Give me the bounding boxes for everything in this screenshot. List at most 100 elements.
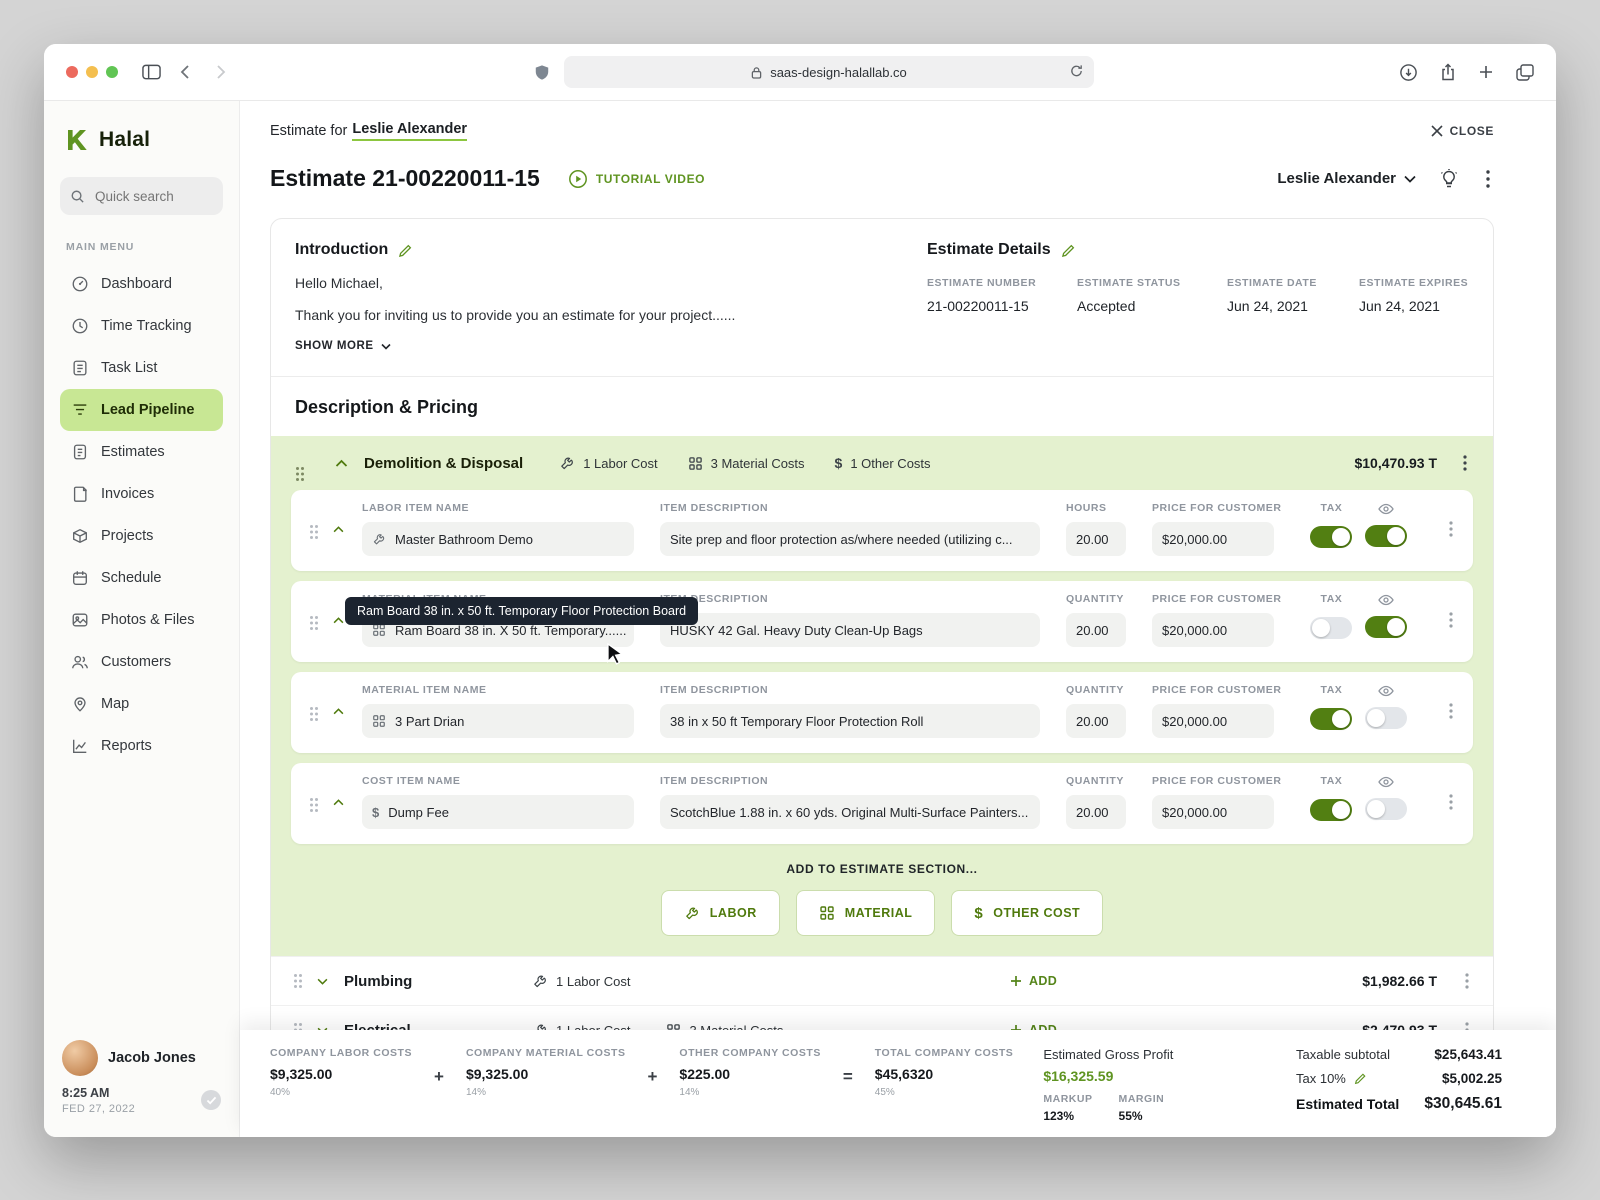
collapse-row-chevron[interactable]: [333, 526, 344, 533]
item-name-field[interactable]: 3 Part Drian: [362, 704, 634, 738]
item-description-field[interactable]: HUSKY 42 Gal. Heavy Duty Clean-Up Bags: [660, 613, 1040, 647]
sidebar-item-estimates[interactable]: Estimates: [60, 431, 223, 473]
item-description-field[interactable]: 38 in x 50 ft Temporary Floor Protection…: [660, 704, 1040, 738]
item-description-field[interactable]: Site prep and floor protection as/where …: [660, 522, 1040, 556]
privacy-shield-icon[interactable]: [534, 64, 550, 81]
edit-tax-icon[interactable]: [1354, 1072, 1367, 1085]
sidebar-item-projects[interactable]: Projects: [60, 515, 223, 557]
field-label: QUANTITY: [1066, 593, 1126, 605]
total-company-costs: TOTAL COMPANY COSTS $45,6320 45%: [875, 1047, 1014, 1098]
item-name-value: 3 Part Drian: [395, 714, 464, 729]
app-logo[interactable]: Halal: [60, 127, 223, 153]
sidebar-item-time-tracking[interactable]: Time Tracking: [60, 305, 223, 347]
collapse-row-chevron[interactable]: [333, 799, 344, 806]
sidebar-item-customers[interactable]: Customers: [60, 641, 223, 683]
page-kebab-menu[interactable]: [1482, 166, 1494, 192]
footer-label: COMPANY MATERIAL COSTS: [466, 1047, 626, 1059]
quantity-field[interactable]: 20.00: [1066, 704, 1126, 738]
drag-handle-icon[interactable]: [309, 524, 319, 540]
minimize-window-button[interactable]: [86, 66, 98, 78]
price-field[interactable]: $20,000.00: [1152, 795, 1274, 829]
invoice-icon: [71, 485, 89, 503]
quantity-field[interactable]: 20.00: [1066, 795, 1126, 829]
row-kebab-menu[interactable]: [1445, 517, 1457, 541]
section-kebab-menu[interactable]: [1459, 451, 1471, 475]
drag-handle-icon[interactable]: [309, 706, 319, 722]
user-profile[interactable]: Jacob Jones: [62, 1040, 221, 1076]
close-estimate-button[interactable]: CLOSE: [1431, 124, 1494, 138]
drag-handle-icon[interactable]: [295, 466, 305, 482]
quantity-field[interactable]: 20.00: [1066, 613, 1126, 647]
back-button[interactable]: [177, 63, 195, 81]
drag-handle-icon[interactable]: [309, 797, 319, 813]
collapse-row-chevron[interactable]: [333, 617, 344, 624]
sidebar-item-label: Map: [101, 696, 129, 712]
field-label: PRICE FOR CUSTOMER: [1152, 593, 1281, 605]
sidebar-item-schedule[interactable]: Schedule: [60, 557, 223, 599]
drag-handle-icon[interactable]: [293, 973, 303, 989]
status-check-icon: [201, 1090, 221, 1110]
zoom-window-button[interactable]: [106, 66, 118, 78]
row-kebab-menu[interactable]: [1445, 608, 1457, 632]
visibility-toggle[interactable]: [1365, 707, 1407, 729]
sidebar-item-map[interactable]: Map: [60, 683, 223, 725]
price-field[interactable]: $20,000.00: [1152, 613, 1274, 647]
share-icon[interactable]: [1440, 63, 1456, 82]
close-window-button[interactable]: [66, 66, 78, 78]
chart-icon: [71, 737, 89, 755]
suggestion-bulb-icon[interactable]: [1438, 168, 1460, 190]
add-material-button[interactable]: MATERIAL: [796, 890, 936, 936]
quantity-field[interactable]: 20.00: [1066, 522, 1126, 556]
tax-toggle[interactable]: [1310, 708, 1352, 730]
show-more-button[interactable]: SHOW MORE: [295, 340, 895, 352]
item-name-field[interactable]: $ Dump Fee: [362, 795, 634, 829]
customer-link[interactable]: Leslie Alexander: [352, 121, 467, 141]
collapse-section-chevron[interactable]: [335, 459, 348, 468]
visibility-toggle[interactable]: [1365, 616, 1407, 638]
sidebar-item-task-list[interactable]: Task List: [60, 347, 223, 389]
row-kebab-menu[interactable]: [1445, 699, 1457, 723]
collapse-row-chevron[interactable]: [333, 708, 344, 715]
visibility-toggle[interactable]: [1365, 525, 1407, 547]
address-bar[interactable]: saas-design-halallab.co: [564, 56, 1094, 88]
downloads-icon[interactable]: [1399, 63, 1418, 82]
price-field[interactable]: $20,000.00: [1152, 704, 1274, 738]
edit-introduction-icon[interactable]: [398, 243, 413, 258]
search-input[interactable]: [93, 188, 217, 205]
margin-label: MARGIN: [1119, 1093, 1165, 1105]
drag-handle-icon[interactable]: [309, 615, 319, 631]
visibility-toggle[interactable]: [1365, 798, 1407, 820]
expand-section-chevron[interactable]: [317, 978, 328, 985]
estimate-icon: [71, 443, 89, 461]
tutorial-video-button[interactable]: TUTORIAL VIDEO: [568, 169, 705, 189]
item-name-field[interactable]: Master Bathroom Demo: [362, 522, 634, 556]
calendar-icon: [71, 569, 89, 587]
customer-dropdown[interactable]: Leslie Alexander: [1277, 170, 1416, 187]
footer-percent: 14%: [679, 1087, 820, 1098]
quick-search[interactable]: [60, 177, 223, 215]
price-field[interactable]: $20,000.00: [1152, 522, 1274, 556]
new-tab-icon[interactable]: [1478, 64, 1494, 80]
edit-details-icon[interactable]: [1061, 243, 1076, 258]
sidebar-item-dashboard[interactable]: Dashboard: [60, 263, 223, 305]
add-labor-button[interactable]: LABOR: [661, 890, 780, 936]
add-item-button[interactable]: ADD: [1010, 974, 1057, 988]
sidebar-item-reports[interactable]: Reports: [60, 725, 223, 767]
tab-overview-icon[interactable]: [1516, 64, 1534, 81]
sidebar-item-photos-files[interactable]: Photos & Files: [60, 599, 223, 641]
tax-toggle[interactable]: [1310, 617, 1352, 639]
section-kebab-menu[interactable]: [1461, 969, 1473, 993]
refresh-icon[interactable]: [1069, 63, 1084, 79]
field-label: PRICE FOR CUSTOMER: [1152, 502, 1281, 514]
detail-value: 21-00220011-15: [927, 298, 1077, 314]
sidebar-item-invoices[interactable]: Invoices: [60, 473, 223, 515]
user-date: FED 27, 2022: [62, 1103, 221, 1115]
tax-toggle[interactable]: [1310, 799, 1352, 821]
forward-button[interactable]: [211, 63, 229, 81]
item-description-field[interactable]: ScotchBlue 1.88 in. x 60 yds. Original M…: [660, 795, 1040, 829]
sidebar-toggle-icon[interactable]: [142, 64, 161, 80]
row-kebab-menu[interactable]: [1445, 790, 1457, 814]
tax-toggle[interactable]: [1310, 526, 1352, 548]
sidebar-item-lead-pipeline[interactable]: Lead Pipeline: [60, 389, 223, 431]
add-other-cost-button[interactable]: $ OTHER COST: [951, 890, 1103, 936]
